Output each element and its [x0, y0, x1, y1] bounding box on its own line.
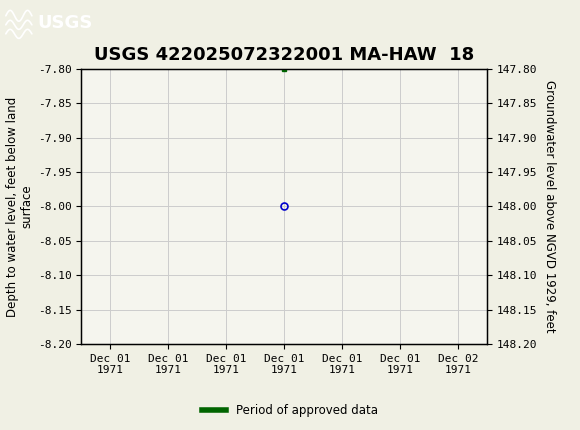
Title: USGS 422025072322001 MA-HAW  18: USGS 422025072322001 MA-HAW 18	[94, 46, 474, 64]
Legend: Period of approved data: Period of approved data	[198, 399, 382, 422]
Text: USGS: USGS	[38, 15, 93, 33]
Y-axis label: Depth to water level, feet below land
surface: Depth to water level, feet below land su…	[6, 96, 34, 316]
Y-axis label: Groundwater level above NGVD 1929, feet: Groundwater level above NGVD 1929, feet	[543, 80, 556, 333]
